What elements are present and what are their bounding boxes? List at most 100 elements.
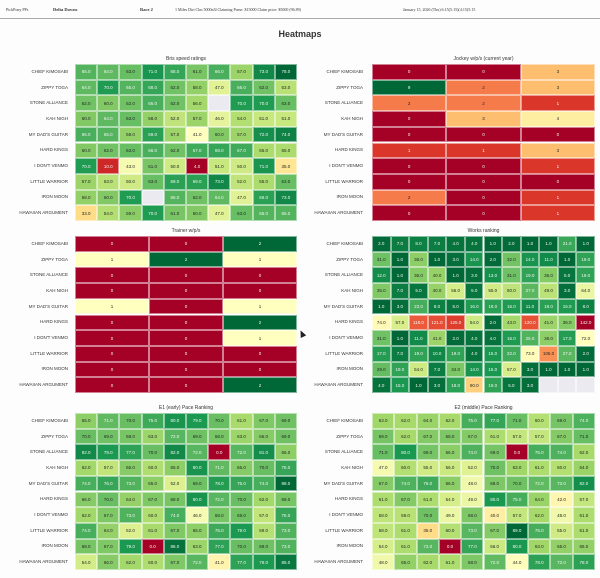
heatmap-cell: 0: [223, 361, 297, 378]
horse-label: HARD KINGS: [39, 496, 68, 502]
heatmap-cell: 67.0: [416, 428, 439, 445]
heatmap-cell: 0: [372, 205, 447, 221]
horse-label: ZIPPY TOGA: [336, 256, 363, 262]
horse-label: LITTLE WARRIOR: [30, 350, 68, 356]
heatmap-cell: 57.0: [230, 64, 253, 80]
heatmap-cell: 62.0: [75, 95, 98, 112]
heatmap-cell: 74.0: [274, 126, 297, 143]
heatmap-cell: 31.0: [372, 251, 391, 268]
heatmap-cell: 66.0: [141, 142, 164, 159]
heatmap-cell: 69.0: [252, 189, 275, 206]
heatmap-cell: 4: [520, 111, 595, 127]
heatmap-cell: 66.0: [230, 460, 253, 476]
heatmap-cell: 0: [149, 314, 223, 331]
heatmap-cell: [576, 377, 595, 393]
horse-label: STONE ALLIANCE: [29, 449, 68, 455]
heatmap-cell: 69.0: [186, 173, 209, 190]
horse-label: ZIPPY TOGA: [41, 84, 68, 90]
heatmap-cell: 73.0: [274, 538, 297, 555]
heatmap-cell: 0: [149, 361, 223, 378]
heatmap-cell: 36.0: [409, 267, 428, 284]
heatmap-cell: 75.0: [208, 522, 231, 539]
heatmap-cell: 80.0: [483, 491, 506, 508]
heatmap-cell: 1.0: [446, 267, 465, 284]
heatmap-cell: 18.0: [446, 377, 465, 393]
heatmap-cell: 70.0: [141, 444, 164, 461]
heatmap-cell: 3.0: [464, 267, 484, 284]
heatmap-cell: 70.0: [97, 491, 120, 508]
heatmap-cell: 79.0: [97, 444, 120, 461]
heatmap-cell: 62.0: [572, 444, 595, 461]
heatmap-cell: 33.0: [75, 205, 98, 221]
heatmap-cell: 74.0: [252, 475, 275, 492]
heatmap-cell: 63.0: [186, 538, 209, 555]
heatmap-cell: 67.0: [483, 522, 506, 539]
heatmap-cell: 58.0: [75, 189, 98, 206]
heatmap-cell: 1.0: [409, 377, 428, 393]
heatmap-cell: 74.0: [163, 507, 186, 523]
horse-label: MY DAD'S GUITAR: [28, 480, 68, 486]
heatmap-cell: 77.0: [119, 444, 142, 461]
heatmap-cell: 65.0: [186, 522, 209, 539]
heatmap-cell: 47.0: [372, 460, 395, 476]
heatmap-cell: 63.0: [230, 205, 253, 221]
horse-label: IRON MOON: [41, 543, 69, 549]
heatmap-cell: 65.0: [550, 538, 573, 555]
heatmap-cell: 73.0: [119, 507, 142, 523]
race-info: 1 Miles Dirt Clm 5000n3l Claiming Purse:…: [175, 7, 301, 12]
heatmap-cell: 48.0: [372, 554, 395, 570]
heatmap-cell: 47.0: [230, 189, 253, 206]
heatmap-cell: 0: [75, 236, 149, 252]
horse-label: ZIPPY TOGA: [41, 256, 68, 262]
heatmap-cell: 48.0: [550, 507, 573, 523]
heatmap-cell: 0: [372, 126, 447, 143]
heatmap-cell: 1.0: [520, 236, 540, 252]
heatmap-cell: 19.0: [409, 345, 428, 362]
heatmap-cell: 52.0: [461, 460, 484, 476]
heatmap-cell: 78.0: [528, 554, 551, 570]
heatmap-cell: 2: [149, 251, 223, 268]
heatmap-cell: 68.0: [163, 491, 186, 508]
heatmap-cell: 72.0: [483, 554, 506, 570]
heatmap-cell: 14.0: [464, 361, 484, 378]
heatmap-cell: 0: [149, 236, 223, 252]
heatmap-cell: 69.0: [416, 444, 439, 461]
heatmap-cell: 61.0: [141, 158, 164, 174]
heatmap-cell: 125.0: [446, 314, 465, 331]
heatmap-cell: 60.0: [438, 522, 462, 539]
heatmap-cell: 82.0: [75, 444, 98, 461]
heatmap-cell: 73.0: [416, 538, 439, 555]
heatmap-cell: 60.0: [394, 460, 417, 476]
heatmap-cell: 62.0: [438, 413, 462, 429]
heatmap-cell: 62.0: [394, 413, 417, 429]
heatmap-cell: 54.0: [75, 554, 98, 570]
heatmap-cell: 32.0: [502, 251, 521, 268]
heatmap-cell: 72.0: [528, 475, 551, 492]
heatmap-cell: 57.0: [502, 361, 521, 378]
heatmap-cell: 41.0: [539, 314, 558, 331]
heatmap-cell: 3: [446, 111, 521, 127]
heatmap-cell: 0.0: [141, 538, 164, 555]
heatmap-cell: 0: [149, 345, 223, 362]
heatmap-cell: 69.0: [274, 428, 297, 445]
heatmap-cell: 1.0: [557, 251, 577, 268]
heatmap-cell: 68.0: [274, 491, 297, 508]
heatmap-cell: 63.0: [230, 428, 253, 445]
heatmap-cell: 10.0: [97, 158, 120, 174]
heatmap-cell: 60.0: [97, 95, 120, 112]
heatmap-cell: 3.0: [390, 298, 410, 315]
heatmap-cell: 15.0: [483, 361, 503, 378]
heatmap-cell: 0: [372, 158, 447, 174]
heatmap-cell: 68.0: [208, 142, 231, 159]
heatmap-cell: 19.0: [390, 361, 410, 378]
heatmap-cell: 13.0: [483, 267, 503, 284]
heatmap-cell: 7.0: [390, 283, 410, 299]
heatmap-cell: 64.0: [416, 413, 439, 429]
heatmap-cell: [557, 377, 577, 393]
heatmap-cell: 36.0: [539, 267, 558, 284]
horse-label: MY DAD'S GUITAR: [323, 303, 363, 309]
heatmap-cell: 73.0: [461, 522, 484, 539]
horse-label: HARD KINGS: [39, 319, 68, 325]
heatmap-cell: 1.0: [576, 236, 595, 252]
horse-label: CHIEF KIMOSABI: [326, 417, 363, 423]
